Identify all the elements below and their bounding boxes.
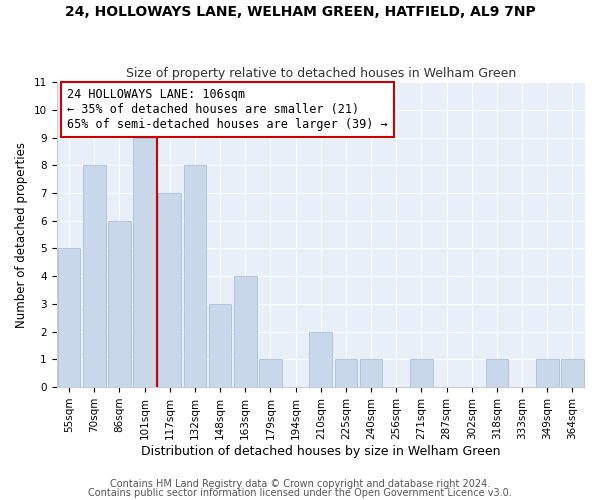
Bar <box>536 360 559 387</box>
Text: 24, HOLLOWAYS LANE, WELHAM GREEN, HATFIELD, AL9 7NP: 24, HOLLOWAYS LANE, WELHAM GREEN, HATFIE… <box>65 5 535 19</box>
Bar <box>335 360 357 387</box>
Text: Contains public sector information licensed under the Open Government Licence v3: Contains public sector information licen… <box>88 488 512 498</box>
Bar <box>108 220 131 387</box>
Text: 24 HOLLOWAYS LANE: 106sqm
← 35% of detached houses are smaller (21)
65% of semi-: 24 HOLLOWAYS LANE: 106sqm ← 35% of detac… <box>67 88 388 131</box>
Bar <box>360 360 382 387</box>
Bar <box>561 360 584 387</box>
Bar <box>485 360 508 387</box>
Bar <box>259 360 282 387</box>
Title: Size of property relative to detached houses in Welham Green: Size of property relative to detached ho… <box>125 66 516 80</box>
Bar <box>410 360 433 387</box>
Bar <box>58 248 80 387</box>
Bar <box>133 138 156 387</box>
X-axis label: Distribution of detached houses by size in Welham Green: Distribution of detached houses by size … <box>141 444 500 458</box>
Bar <box>234 276 257 387</box>
Bar <box>158 193 181 387</box>
Bar <box>209 304 232 387</box>
Bar <box>310 332 332 387</box>
Bar <box>184 165 206 387</box>
Text: Contains HM Land Registry data © Crown copyright and database right 2024.: Contains HM Land Registry data © Crown c… <box>110 479 490 489</box>
Y-axis label: Number of detached properties: Number of detached properties <box>15 142 28 328</box>
Bar <box>83 165 106 387</box>
